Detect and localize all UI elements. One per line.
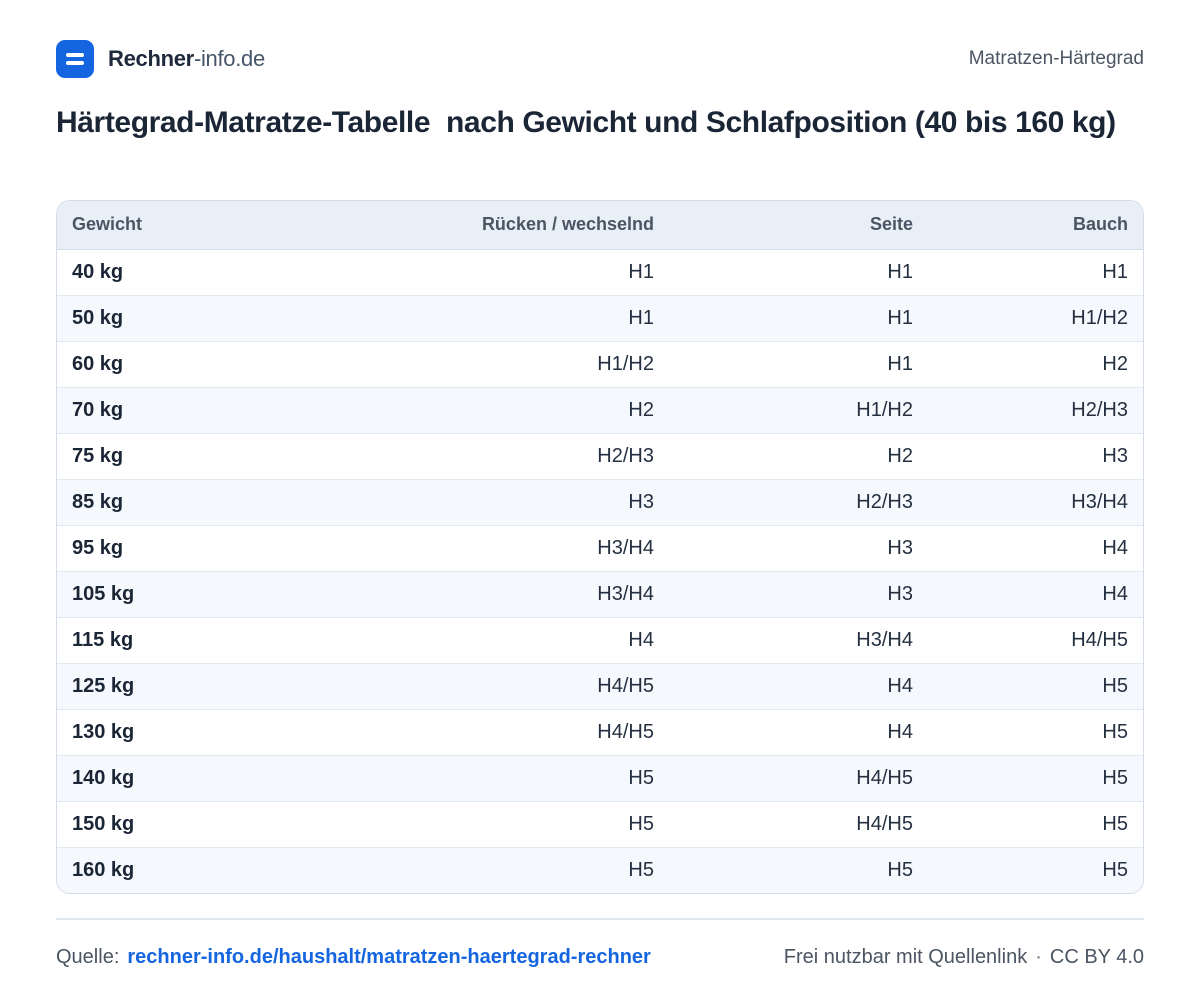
page-header: Rechner -info.de Matratzen-Härtegrad (56, 40, 1144, 78)
back-mixed-cell: H5 (217, 846, 669, 893)
page-title: Härtegrad-Matratze-Tabelle nach Gewicht … (56, 106, 1116, 139)
table-row: 125 kg H4/H5 H4 H5 (57, 662, 1143, 709)
stomach-cell: H2 (928, 340, 1143, 387)
back-mixed-cell: H5 (217, 754, 669, 801)
back-mixed-cell: H1 (628, 260, 654, 283)
column-header-weight: Gewicht (57, 201, 217, 250)
stomach-cell: H4 (928, 570, 1143, 617)
footer-divider (56, 918, 1144, 920)
brand-name: Rechner (108, 46, 194, 71)
weight-cell: 95 kg (57, 524, 217, 571)
back-mixed-cell: H1 (217, 294, 669, 341)
weight-cell: 130 kg (57, 708, 217, 755)
license-block: Frei nutzbar mit Quellenlink · CC BY 4.0 (784, 946, 1144, 969)
weight-cell: 105 kg (57, 570, 217, 617)
side-cell: H1 (669, 340, 928, 387)
side-cell: H5 (669, 846, 928, 893)
page-footer: Quelle: rechner-info.de/haushalt/matratze… (56, 942, 1144, 972)
weight-cell: 115 kg (57, 616, 217, 663)
stomach-cell: H3 (928, 432, 1143, 479)
source-link[interactable]: rechner-info.de/haushalt/matratzen-haert… (127, 945, 651, 968)
hardness-table: Gewicht Rücken / wechselnd Seite Bauch 4… (57, 201, 1143, 893)
table-row: 115 kg H4 H3/H4 H4/H5 (57, 616, 1143, 663)
stomach-cell: H4/H5 (928, 616, 1143, 663)
weight-cell: 60 kg (57, 340, 217, 387)
stomach-cell: H1/H2 (928, 294, 1143, 341)
side-cell: H2 (669, 432, 928, 479)
side-cell: H4 (669, 708, 928, 755)
brand-suffix: -info.de (193, 46, 265, 71)
table-row: 160 kg H5 H5 H5 (57, 846, 1143, 893)
weight-cell: 40 kg (72, 260, 124, 283)
side-cell: H4 (669, 662, 928, 709)
source-label: Quelle: (56, 945, 120, 968)
logo-icon (56, 40, 94, 78)
weight-cell: 150 kg (57, 800, 217, 847)
side-cell: H1 (669, 294, 928, 341)
stomach-cell: H5 (928, 846, 1143, 893)
weight-cell: 140 kg (57, 754, 217, 801)
weight-cell: 125 kg (57, 662, 217, 709)
usage-note: Frei nutzbar mit Quellenlink (783, 945, 1028, 968)
side-cell: H4/H5 (669, 754, 928, 801)
hardness-table-container: Gewicht Rücken / wechselnd Seite Bauch 4… (56, 200, 1144, 894)
table-row: 95 kg H3/H4 H3 H4 (57, 524, 1143, 571)
stomach-cell: H5 (928, 662, 1143, 709)
side-cell: H1/H2 (669, 386, 928, 433)
table-row: 75 kg H2/H3 H2 H3 (57, 432, 1143, 479)
table-row: 150 kg H5 H4/H5 H5 (57, 800, 1143, 847)
back-mixed-cell: H1/H2 (217, 340, 669, 387)
table-row: 40 kg H1 H1 H1 (57, 249, 1143, 295)
table-row: 50 kg H1 H1 H1/H2 (57, 294, 1143, 341)
table-body: 40 kg H1 H1 H1 50 kg H1 H1 H1/H2 60 kg H1/H2 H1 H2 7… (57, 249, 1143, 893)
separator-dot: · (1035, 945, 1042, 968)
weight-cell: 85 kg (57, 478, 217, 525)
back-mixed-cell: H3/H4 (217, 570, 669, 617)
column-header-stomach: Bauch (928, 201, 1143, 250)
back-mixed-cell: H5 (217, 800, 669, 847)
table-row: 85 kg H3 H2/H3 H3/H4 (57, 478, 1143, 525)
table-header-row: Gewicht Rücken / wechselnd Seite Bauch (57, 201, 1143, 250)
stomach-cell: H5 (928, 708, 1143, 755)
stomach-cell: H5 (928, 754, 1143, 801)
stomach-cell: H2/H3 (928, 386, 1143, 433)
source-block: Quelle: rechner-info.de/haushalt/matratze… (56, 946, 651, 969)
back-mixed-cell: H3/H4 (217, 524, 669, 571)
side-cell: H2/H3 (669, 478, 928, 525)
header-topic-label: Matratzen-Härtegrad (968, 48, 1144, 69)
stomach-cell: H1 (1102, 260, 1128, 283)
back-mixed-cell: H2 (217, 386, 669, 433)
stomach-cell: H5 (928, 800, 1143, 847)
back-mixed-cell: H2/H3 (217, 432, 669, 479)
side-cell: H3 (669, 570, 928, 617)
table-row: 60 kg H1/H2 H1 H2 (57, 340, 1143, 387)
weight-cell: 75 kg (57, 432, 217, 479)
back-mixed-cell: H4/H5 (217, 662, 669, 709)
stomach-cell: H4 (928, 524, 1143, 571)
side-cell: H3 (669, 524, 928, 571)
table-row: 140 kg H5 H4/H5 H5 (57, 754, 1143, 801)
weight-cell: 160 kg (57, 846, 217, 893)
table-row: 70 kg H2 H1/H2 H2/H3 (57, 386, 1143, 433)
weight-cell: 70 kg (57, 386, 217, 433)
side-cell: H3/H4 (669, 616, 928, 663)
stomach-cell: H3/H4 (928, 478, 1143, 525)
column-header-side: Seite (669, 201, 928, 250)
back-mixed-cell: H4/H5 (217, 708, 669, 755)
weight-cell: 50 kg (57, 294, 217, 341)
back-mixed-cell: H3 (217, 478, 669, 525)
column-header-back-mixed: Rücken / wechselnd (217, 201, 669, 250)
brand-logo-link[interactable]: Rechner -info.de (56, 40, 265, 78)
side-cell: H4/H5 (669, 800, 928, 847)
back-mixed-cell: H4 (217, 616, 669, 663)
table-row: 105 kg H3/H4 H3 H4 (57, 570, 1143, 617)
license-label: CC BY 4.0 (1049, 945, 1144, 968)
side-cell: H1 (887, 260, 913, 283)
table-row: 130 kg H4/H5 H4 H5 (57, 708, 1143, 755)
